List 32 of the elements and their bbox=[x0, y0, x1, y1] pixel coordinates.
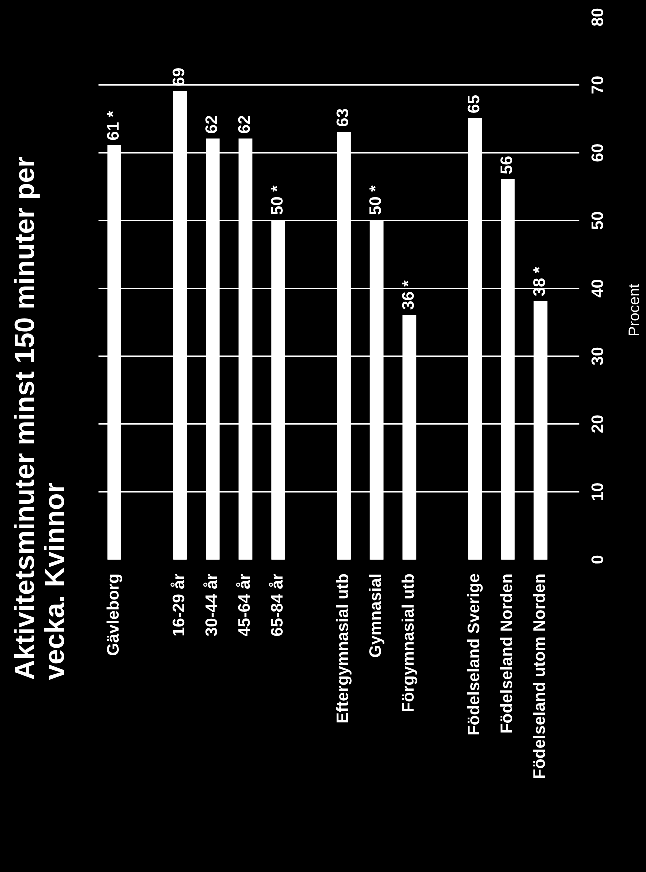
y-tick-label: 0 bbox=[592, 556, 604, 564]
x-tick-label: Gymnasial bbox=[369, 574, 385, 658]
data-label: 38 * bbox=[533, 267, 546, 296]
x-tick-label: 45-64 år bbox=[236, 574, 250, 636]
y-tick-label: 50 bbox=[592, 212, 604, 230]
x-tick-label: 16-29 år bbox=[170, 574, 185, 636]
data-label: 61 * bbox=[107, 111, 120, 140]
data-label: 65 bbox=[468, 96, 480, 113]
data-label: 56 bbox=[500, 156, 512, 174]
y-tick-label: 70 bbox=[592, 76, 604, 94]
y-axis-title: Procent bbox=[628, 284, 640, 336]
x-tick-label: Födelseland Norden bbox=[500, 574, 512, 733]
data-label: 50 * bbox=[370, 186, 382, 215]
x-tick-label: Födelseland utom Norden bbox=[533, 574, 546, 778]
x-tick-label: Förgymnasial utb bbox=[402, 574, 418, 712]
x-tick-label: 65-84 år bbox=[269, 574, 283, 636]
data-label: 36 * bbox=[402, 280, 414, 310]
x-tick-label: 30-44 år bbox=[204, 574, 218, 636]
data-label: 62 bbox=[238, 116, 250, 134]
y-tick-label: 30 bbox=[592, 348, 604, 366]
y-tick-label: 10 bbox=[592, 483, 604, 500]
y-tick-label: 20 bbox=[592, 416, 604, 433]
x-tick-label: Eftergymnasial utb bbox=[336, 574, 352, 723]
data-label: 62 bbox=[206, 116, 218, 134]
y-tick-label: 80 bbox=[592, 8, 604, 26]
data-label: 50 * bbox=[271, 186, 283, 215]
data-label: 63 bbox=[336, 109, 349, 127]
y-tick-label: 40 bbox=[592, 280, 604, 298]
text: Aktivitetsminuter minst 150 minuter per vecka. Kvinnor bbox=[14, 157, 64, 680]
x-tick-label: Gävleborg bbox=[106, 574, 122, 656]
x-tick-label: Födelseland Sverige bbox=[467, 574, 484, 735]
y-tick-label: 60 bbox=[592, 144, 604, 162]
